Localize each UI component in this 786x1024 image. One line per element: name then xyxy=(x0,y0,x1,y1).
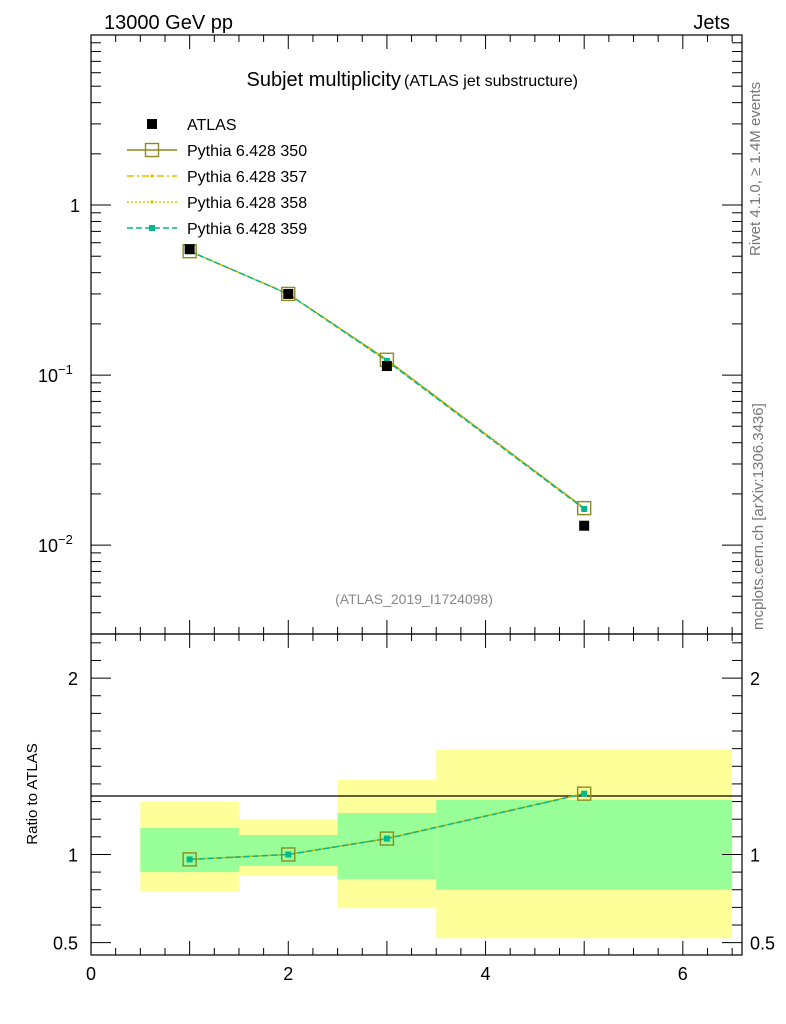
legend-label: Pythia 6.428 359 xyxy=(187,221,307,238)
ratio-marker-open-square xyxy=(379,831,395,846)
legend-marker-atlas xyxy=(147,119,157,129)
main-marker-square xyxy=(581,506,588,513)
main-series-line-0 xyxy=(189,250,585,509)
ratio-marker-square xyxy=(186,856,193,863)
ratio-axis-ticks xyxy=(90,634,742,955)
ratio-band-inner xyxy=(337,813,437,880)
main-series-line-2 xyxy=(189,250,585,510)
legend-label: Pythia 6.428 358 xyxy=(187,195,307,212)
legend-marker-square xyxy=(149,225,155,231)
main-plot-panel: 1 10−1 10−2 Subjet multiplicity (ATLAS jet… xyxy=(38,34,743,635)
chart-title: Subjet multiplicity xyxy=(246,69,401,91)
main-axis-ticks xyxy=(90,35,742,635)
main-marker-open-square xyxy=(576,500,592,516)
main-y-tick-label: 1 xyxy=(70,196,80,216)
legend-marker-dot xyxy=(150,200,154,204)
ratio-marker-open-square xyxy=(182,852,197,867)
main-y-tick-exponent: −1 xyxy=(58,362,73,377)
ratio-series-group xyxy=(182,786,592,867)
main-y-tick-label: 10−1 xyxy=(38,362,73,386)
legend: ATLAS Pythia 6.428 350 Pythia 6.428 357 Pyt… xyxy=(127,117,307,238)
legend-label: Pythia 6.428 357 xyxy=(187,169,307,186)
main-y-tick-label: 10−2 xyxy=(38,532,73,556)
x-tick-label: 6 xyxy=(678,964,688,984)
data-point-atlas xyxy=(579,520,590,531)
header-process-label: Jets xyxy=(693,12,730,34)
main-marker-open-square xyxy=(281,286,296,302)
main-y-tick-exponent: −2 xyxy=(58,532,73,547)
ratio-band-inner xyxy=(436,799,733,890)
ratio-y-tick-label-left: 1 xyxy=(68,845,78,865)
ratio-marker-square xyxy=(285,851,292,858)
data-point-atlas xyxy=(381,361,392,372)
ratio-uncertainty-bands xyxy=(140,749,733,939)
ratio-marker-open-square xyxy=(281,847,296,862)
x-tick-label: 0 xyxy=(86,964,96,984)
chart-subtitle: (ATLAS jet substructure) xyxy=(404,73,578,90)
legend-marker-open-square xyxy=(144,142,160,158)
ratio-y-tick-label-right: 2 xyxy=(750,669,760,689)
legend-marker-dot xyxy=(150,174,154,178)
main-y-tick-labels: 1 10−1 10−2 xyxy=(38,196,80,556)
x-tick-label: 2 xyxy=(283,964,293,984)
ratio-y-tick-label-left: 2 xyxy=(68,669,78,689)
main-series-group xyxy=(182,244,592,531)
ratio-series-line-3 xyxy=(189,792,585,861)
legend-label: Pythia 6.428 350 xyxy=(187,143,307,160)
analysis-id-label: (ATLAS_2019_I1724098) xyxy=(335,591,493,607)
legend-label: ATLAS xyxy=(187,117,237,134)
x-tick-label: 4 xyxy=(481,964,491,984)
ratio-plot-frame xyxy=(90,633,743,956)
rivet-version-label: Rivet 4.1.0, ≥ 1.4M events xyxy=(747,82,764,256)
ratio-marker-square xyxy=(581,790,588,797)
data-point-atlas xyxy=(184,244,195,255)
ratio-y-tick-label-left: 0.5 xyxy=(53,934,78,954)
ratio-band-inner xyxy=(140,828,239,873)
ratio-y-tick-label-right: 0.5 xyxy=(750,934,775,954)
ratio-tick-labels: 2 2 1 1 0.5 0.5 0 2 4 6 xyxy=(53,669,775,984)
ratio-marker-square xyxy=(383,835,390,842)
mcplots-source-label: mcplots.cern.ch [arXiv:1306.3436] xyxy=(750,403,767,630)
ratio-marker-open-square xyxy=(576,786,592,801)
main-series-line-3 xyxy=(189,250,585,510)
data-point-atlas xyxy=(283,288,294,299)
ratio-y-axis-label: Ratio to ATLAS xyxy=(24,743,41,844)
header-energy-label: 13000 GeV pp xyxy=(104,12,233,34)
ratio-y-tick-label-right: 1 xyxy=(750,845,760,865)
ratio-plot-panel: 2 2 1 1 0.5 0.5 0 2 4 6 Ratio to ATLAS xyxy=(24,633,775,984)
main-series-line-1 xyxy=(189,250,585,510)
main-marker-square xyxy=(383,357,390,364)
